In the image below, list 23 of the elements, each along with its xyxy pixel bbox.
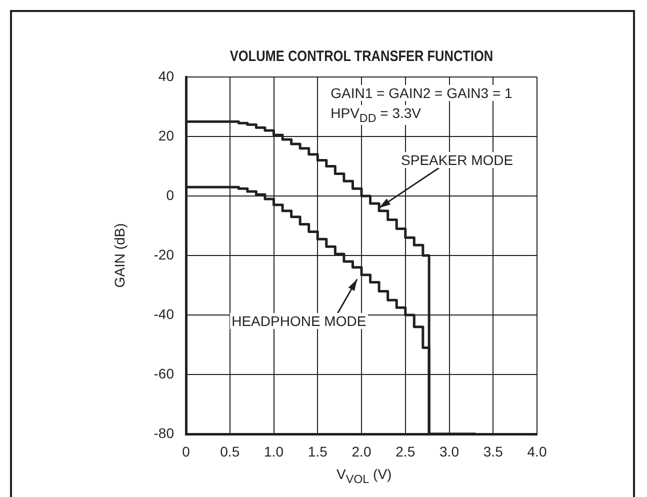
annotation: GAIN1 = GAIN2 = GAIN3 = 1 [328, 85, 516, 101]
x-tick-label: 2.0 [352, 443, 372, 460]
x-tick-label: 2.5 [396, 443, 416, 460]
chart-title: VOLUME CONTROL TRANSFER FUNCTION [228, 48, 494, 65]
y-tick-label: -80 [154, 424, 174, 441]
y-axis-title: GAIN (dB) [111, 223, 128, 288]
x-axis-title: V$_{VOL}$ (V) [336, 466, 392, 486]
x-tick-label: 4.0 [527, 443, 547, 460]
y-tick-label: -40 [154, 306, 174, 322]
x-tick-label: 3.0 [440, 443, 460, 460]
x-tick-label: 3.5 [483, 443, 504, 460]
x-tick-label: 1.0 [264, 443, 284, 460]
x-tick-label: 0.5 [220, 443, 240, 460]
x-tick-label: 1.5 [308, 443, 328, 460]
y-tick-label: -60 [154, 365, 174, 382]
x-tick-label: 0 [182, 443, 190, 460]
annotation: HEADPHONE MODE [230, 313, 368, 330]
annotation: SPEAKER MODE [399, 152, 516, 168]
y-tick-label: 20 [158, 127, 174, 144]
y-tick-label: 40 [158, 68, 174, 84]
y-tick-label: 0 [166, 186, 174, 203]
y-tick-label: -20 [154, 246, 174, 262]
annotation: HPV$_{DD}$ = 3.3V [328, 105, 424, 125]
